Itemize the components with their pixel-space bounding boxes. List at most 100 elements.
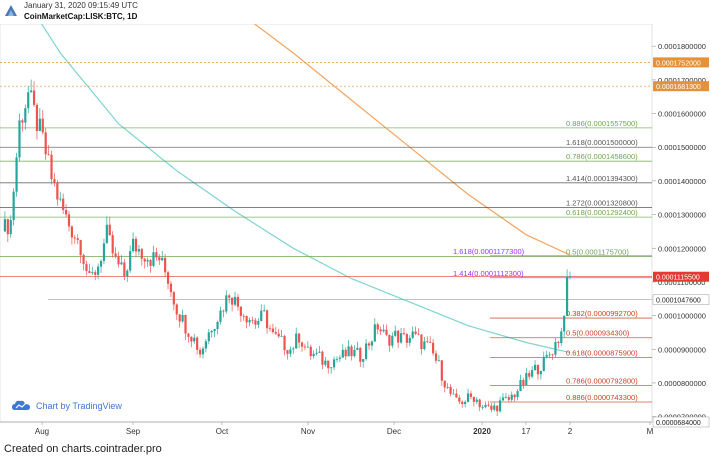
candle-body xyxy=(181,314,184,322)
tradingview-cloud-icon xyxy=(12,400,30,410)
price-chart[interactable]: 0.0001800000 0.0001700000 0.0001600000 0.00… xyxy=(0,24,710,440)
candle-body xyxy=(105,224,108,244)
fib-level-label: 0.5(0.0001175700) xyxy=(566,247,629,256)
y-tick-label: 0.0001000000 xyxy=(658,312,706,321)
candle-body xyxy=(242,315,245,317)
candle-body xyxy=(496,405,499,412)
y-tick-label: 0.0000900000 xyxy=(658,345,706,354)
candle-body xyxy=(318,351,321,353)
candle-body xyxy=(519,380,522,392)
fib-level-label: 0.786(0.0001458600) xyxy=(566,152,638,161)
candle-body xyxy=(265,310,269,329)
fib-level-label: 1.272(0.0001320800) xyxy=(566,199,638,208)
candle-body xyxy=(9,220,12,235)
candle-body xyxy=(449,386,452,394)
candle-body xyxy=(338,357,341,359)
candle-body xyxy=(44,132,47,155)
candle-body xyxy=(91,272,94,273)
candle-body xyxy=(79,239,82,256)
fib-level-label: 0.618(0.0001292400) xyxy=(566,208,638,217)
candle-body xyxy=(24,108,27,123)
price-marker-box xyxy=(652,294,710,305)
candle-body xyxy=(228,295,231,298)
candle-body xyxy=(394,330,397,336)
candle-body xyxy=(525,373,528,386)
candle-body xyxy=(233,296,237,305)
candle-body xyxy=(321,351,324,365)
fib-level-label: 1.414(0.0001112300) xyxy=(453,269,524,278)
candle-body xyxy=(376,324,379,330)
candle-body xyxy=(82,255,85,264)
candle-body xyxy=(164,257,167,273)
candle-body xyxy=(420,334,423,349)
candle-body xyxy=(464,401,467,405)
candle-body xyxy=(35,104,39,132)
y-tick-label: 0.0001500000 xyxy=(658,143,706,152)
candle-body xyxy=(193,337,196,342)
tradingview-badge[interactable]: Chart by TradingView xyxy=(12,398,122,414)
y-tick-label: 0.0000800000 xyxy=(658,379,706,388)
candle-body xyxy=(365,343,368,360)
candle-body xyxy=(38,118,41,132)
candle-body xyxy=(268,328,272,330)
candle-body xyxy=(353,349,356,357)
candle-body xyxy=(152,252,155,266)
chart-background xyxy=(0,24,653,423)
candle-body xyxy=(402,333,406,335)
candle-body xyxy=(426,341,429,343)
fib-level-label: 0.886(0.0001557500) xyxy=(566,119,638,128)
candle-body xyxy=(12,191,15,221)
candle-body xyxy=(222,310,225,312)
candle-body xyxy=(487,404,490,406)
candle-body xyxy=(324,360,327,365)
candle-body xyxy=(434,353,438,361)
fib-level-label: 1.414(0.0001394300) xyxy=(566,174,638,183)
candle-body xyxy=(187,333,190,337)
price-marker-label: 0.0000684000 xyxy=(656,420,701,427)
candle-body xyxy=(385,329,388,335)
candle-body xyxy=(260,310,263,322)
candle-body xyxy=(97,266,100,275)
candle-body xyxy=(196,337,199,350)
price-marker-box xyxy=(653,57,709,68)
y-tick-label: 0.0001700000 xyxy=(658,76,706,85)
price-marker-label: 0.0001047600 xyxy=(656,298,701,305)
candle-body xyxy=(289,349,292,354)
candle-body xyxy=(347,346,350,357)
candle-body xyxy=(114,253,117,257)
candle-body xyxy=(399,333,403,343)
candle-body xyxy=(143,258,146,262)
candle-body xyxy=(446,386,449,388)
candle-body xyxy=(370,341,374,346)
candle-body xyxy=(563,315,566,332)
candle-body xyxy=(210,331,213,333)
candle-body xyxy=(429,341,432,343)
candle-body xyxy=(41,118,44,133)
price-marker-box xyxy=(653,271,709,282)
candle-body xyxy=(137,249,141,252)
candle-body xyxy=(62,198,65,210)
candle-body xyxy=(341,349,344,358)
fib-level-label: 0.886(0.0000743300) xyxy=(566,393,638,402)
candle-body xyxy=(388,334,391,346)
candle-body xyxy=(504,397,508,398)
candle-body xyxy=(516,391,519,398)
candle-body xyxy=(469,393,473,397)
candle-body xyxy=(490,405,493,410)
candle-body xyxy=(332,359,336,368)
fib-level-label: 1.618(0.0001500000) xyxy=(566,138,638,147)
candle-body xyxy=(198,349,202,355)
candle-body xyxy=(248,319,251,323)
candle-body xyxy=(263,310,266,312)
candle-body xyxy=(274,332,277,334)
candle-body xyxy=(231,297,234,305)
candle-body xyxy=(123,262,126,277)
candle-body xyxy=(117,256,120,265)
candle-body xyxy=(411,331,414,338)
candle-body xyxy=(513,394,516,398)
ma-slow-line xyxy=(41,24,571,354)
candle-body xyxy=(85,263,88,272)
candle-body xyxy=(134,238,138,252)
candle-body xyxy=(201,348,205,355)
candle-body xyxy=(466,393,470,402)
